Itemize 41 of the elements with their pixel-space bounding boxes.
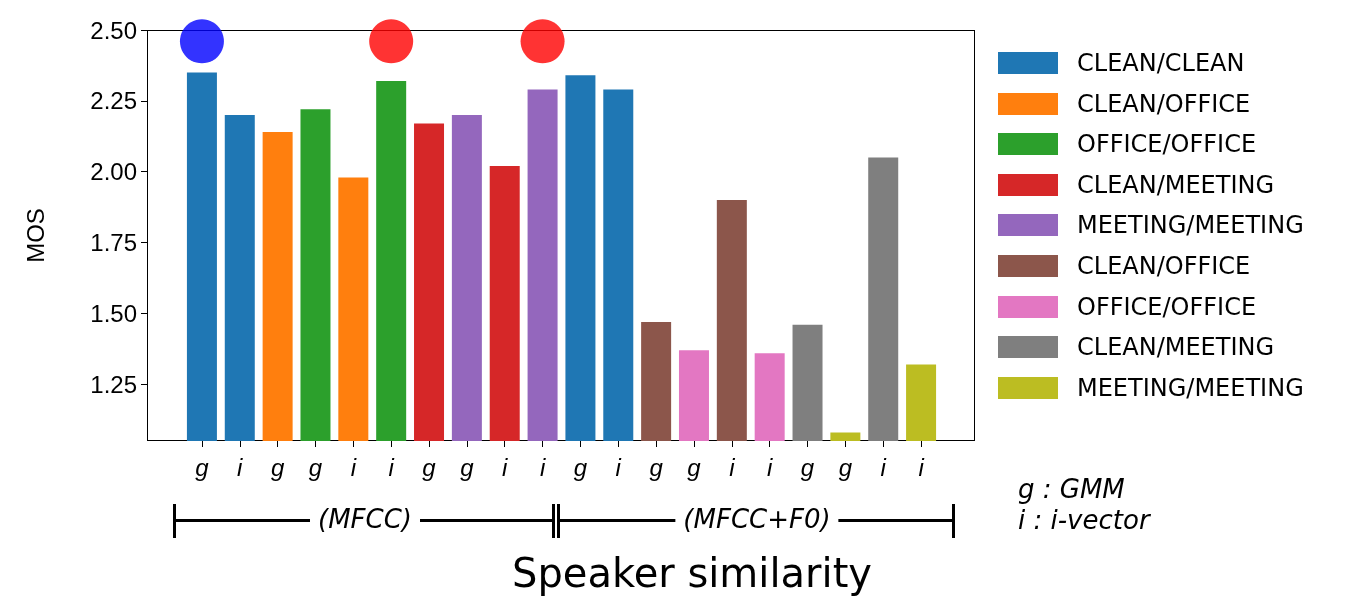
x-tick-label: g	[687, 453, 702, 481]
x-tick-label: i	[729, 453, 736, 481]
x-tick-label: i	[388, 453, 395, 481]
x-tick-label: i	[615, 453, 622, 481]
y-tick-label: 2.50	[90, 16, 137, 44]
legend-label: CLEAN/OFFICE	[1077, 89, 1251, 118]
x-tick-label: i	[880, 453, 887, 481]
x-tick-label: i	[918, 453, 925, 481]
y-tick-label: 1.50	[90, 299, 137, 327]
x-tick-label: i	[502, 453, 509, 481]
x-tick-label: g	[460, 453, 475, 481]
x-tick-label: i	[767, 453, 773, 481]
legend-label: CLEAN/MEETING	[1077, 333, 1275, 362]
x-tick-label: i	[539, 453, 546, 481]
y-axis-title: MOS	[21, 208, 49, 263]
x-axis-title: Speaker similarity	[512, 550, 872, 596]
text: (MFCC)	[310, 504, 420, 534]
x-tick-label: g	[800, 453, 815, 481]
legend-label: OFFICE/OFFICE	[1077, 130, 1257, 159]
text: g : GMM	[1010, 474, 1133, 504]
x-tick-label: g	[573, 453, 588, 481]
legend-label: CLEAN/CLEAN	[1077, 49, 1245, 77]
text: (MFCC+F0)	[675, 504, 839, 534]
x-tick-label: g	[195, 453, 210, 481]
legend-label: CLEAN/MEETING	[1077, 170, 1275, 199]
y-tick-label: 2.00	[90, 158, 137, 186]
legend-label: CLEAN/OFFICE	[1077, 252, 1251, 280]
x-tick-label: i	[350, 453, 357, 481]
x-tick-label: g	[838, 453, 853, 481]
x-tick-label: g	[649, 453, 664, 481]
y-tick-label: 2.25	[90, 87, 137, 115]
x-tick-label: g	[422, 453, 437, 481]
legend-label: MEETING/MEETING	[1077, 373, 1304, 402]
y-tick-label: 1.25	[90, 370, 137, 398]
legend-label: MEETING/MEETING	[1077, 211, 1304, 240]
x-tick-label: i	[237, 453, 244, 481]
x-tick-label: g	[308, 453, 323, 481]
legend-label: OFFICE/OFFICE	[1077, 292, 1257, 321]
x-tick-label: g	[270, 453, 285, 481]
y-tick-label: 1.75	[90, 229, 137, 257]
text: i : i-vector	[1010, 505, 1158, 535]
